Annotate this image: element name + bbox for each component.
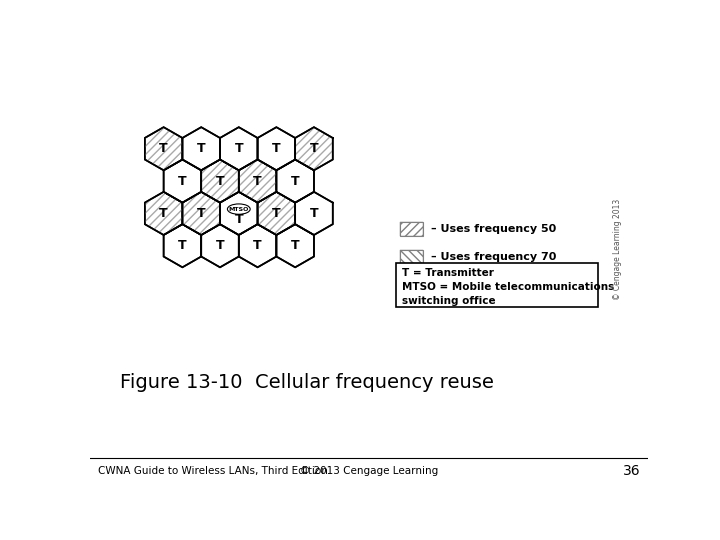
Polygon shape <box>220 192 258 235</box>
Text: T: T <box>216 239 225 252</box>
Text: T: T <box>235 213 243 226</box>
Text: T = Transmitter: T = Transmitter <box>402 268 494 278</box>
Polygon shape <box>163 224 201 267</box>
Text: CWNA Guide to Wireless LANs, Third Edition: CWNA Guide to Wireless LANs, Third Editi… <box>98 465 328 476</box>
Text: MTSO = Mobile telecommunications: MTSO = Mobile telecommunications <box>402 282 615 292</box>
Polygon shape <box>276 224 314 267</box>
Text: T: T <box>253 239 262 252</box>
Text: T: T <box>272 207 281 220</box>
Text: © Cengage Learning 2013: © Cengage Learning 2013 <box>613 199 621 300</box>
Polygon shape <box>182 192 220 235</box>
Polygon shape <box>239 159 276 202</box>
Text: – Uses frequency 50: – Uses frequency 50 <box>431 224 557 234</box>
Polygon shape <box>239 224 276 267</box>
Polygon shape <box>258 192 295 235</box>
Text: T: T <box>197 207 205 220</box>
Polygon shape <box>400 249 423 264</box>
Text: – Uses frequency 70: – Uses frequency 70 <box>431 252 557 261</box>
Text: T: T <box>178 239 186 252</box>
Polygon shape <box>201 159 239 202</box>
Text: switching office: switching office <box>402 296 496 306</box>
Text: T: T <box>310 207 318 220</box>
Polygon shape <box>276 159 314 202</box>
Polygon shape <box>400 222 423 236</box>
Polygon shape <box>258 127 295 170</box>
Text: T: T <box>216 174 225 187</box>
Polygon shape <box>201 224 239 267</box>
Text: T: T <box>235 142 243 155</box>
Text: T: T <box>291 239 300 252</box>
Text: T: T <box>159 207 168 220</box>
Polygon shape <box>295 127 333 170</box>
Text: T: T <box>197 142 205 155</box>
Text: T: T <box>310 142 318 155</box>
Polygon shape <box>145 127 182 170</box>
Bar <box>396 262 598 307</box>
Ellipse shape <box>228 204 250 214</box>
Text: T: T <box>159 142 168 155</box>
Polygon shape <box>182 127 220 170</box>
Text: MTSO: MTSO <box>229 207 249 212</box>
Polygon shape <box>295 192 333 235</box>
Polygon shape <box>145 192 182 235</box>
Text: T: T <box>272 142 281 155</box>
Text: Figure 13-10  Cellular frequency reuse: Figure 13-10 Cellular frequency reuse <box>120 373 494 392</box>
Text: © 2013 Cengage Learning: © 2013 Cengage Learning <box>300 465 438 476</box>
Text: 36: 36 <box>623 463 640 477</box>
Text: T: T <box>178 174 186 187</box>
Text: T: T <box>291 174 300 187</box>
Polygon shape <box>220 127 258 170</box>
Polygon shape <box>163 159 201 202</box>
Text: T: T <box>253 174 262 187</box>
